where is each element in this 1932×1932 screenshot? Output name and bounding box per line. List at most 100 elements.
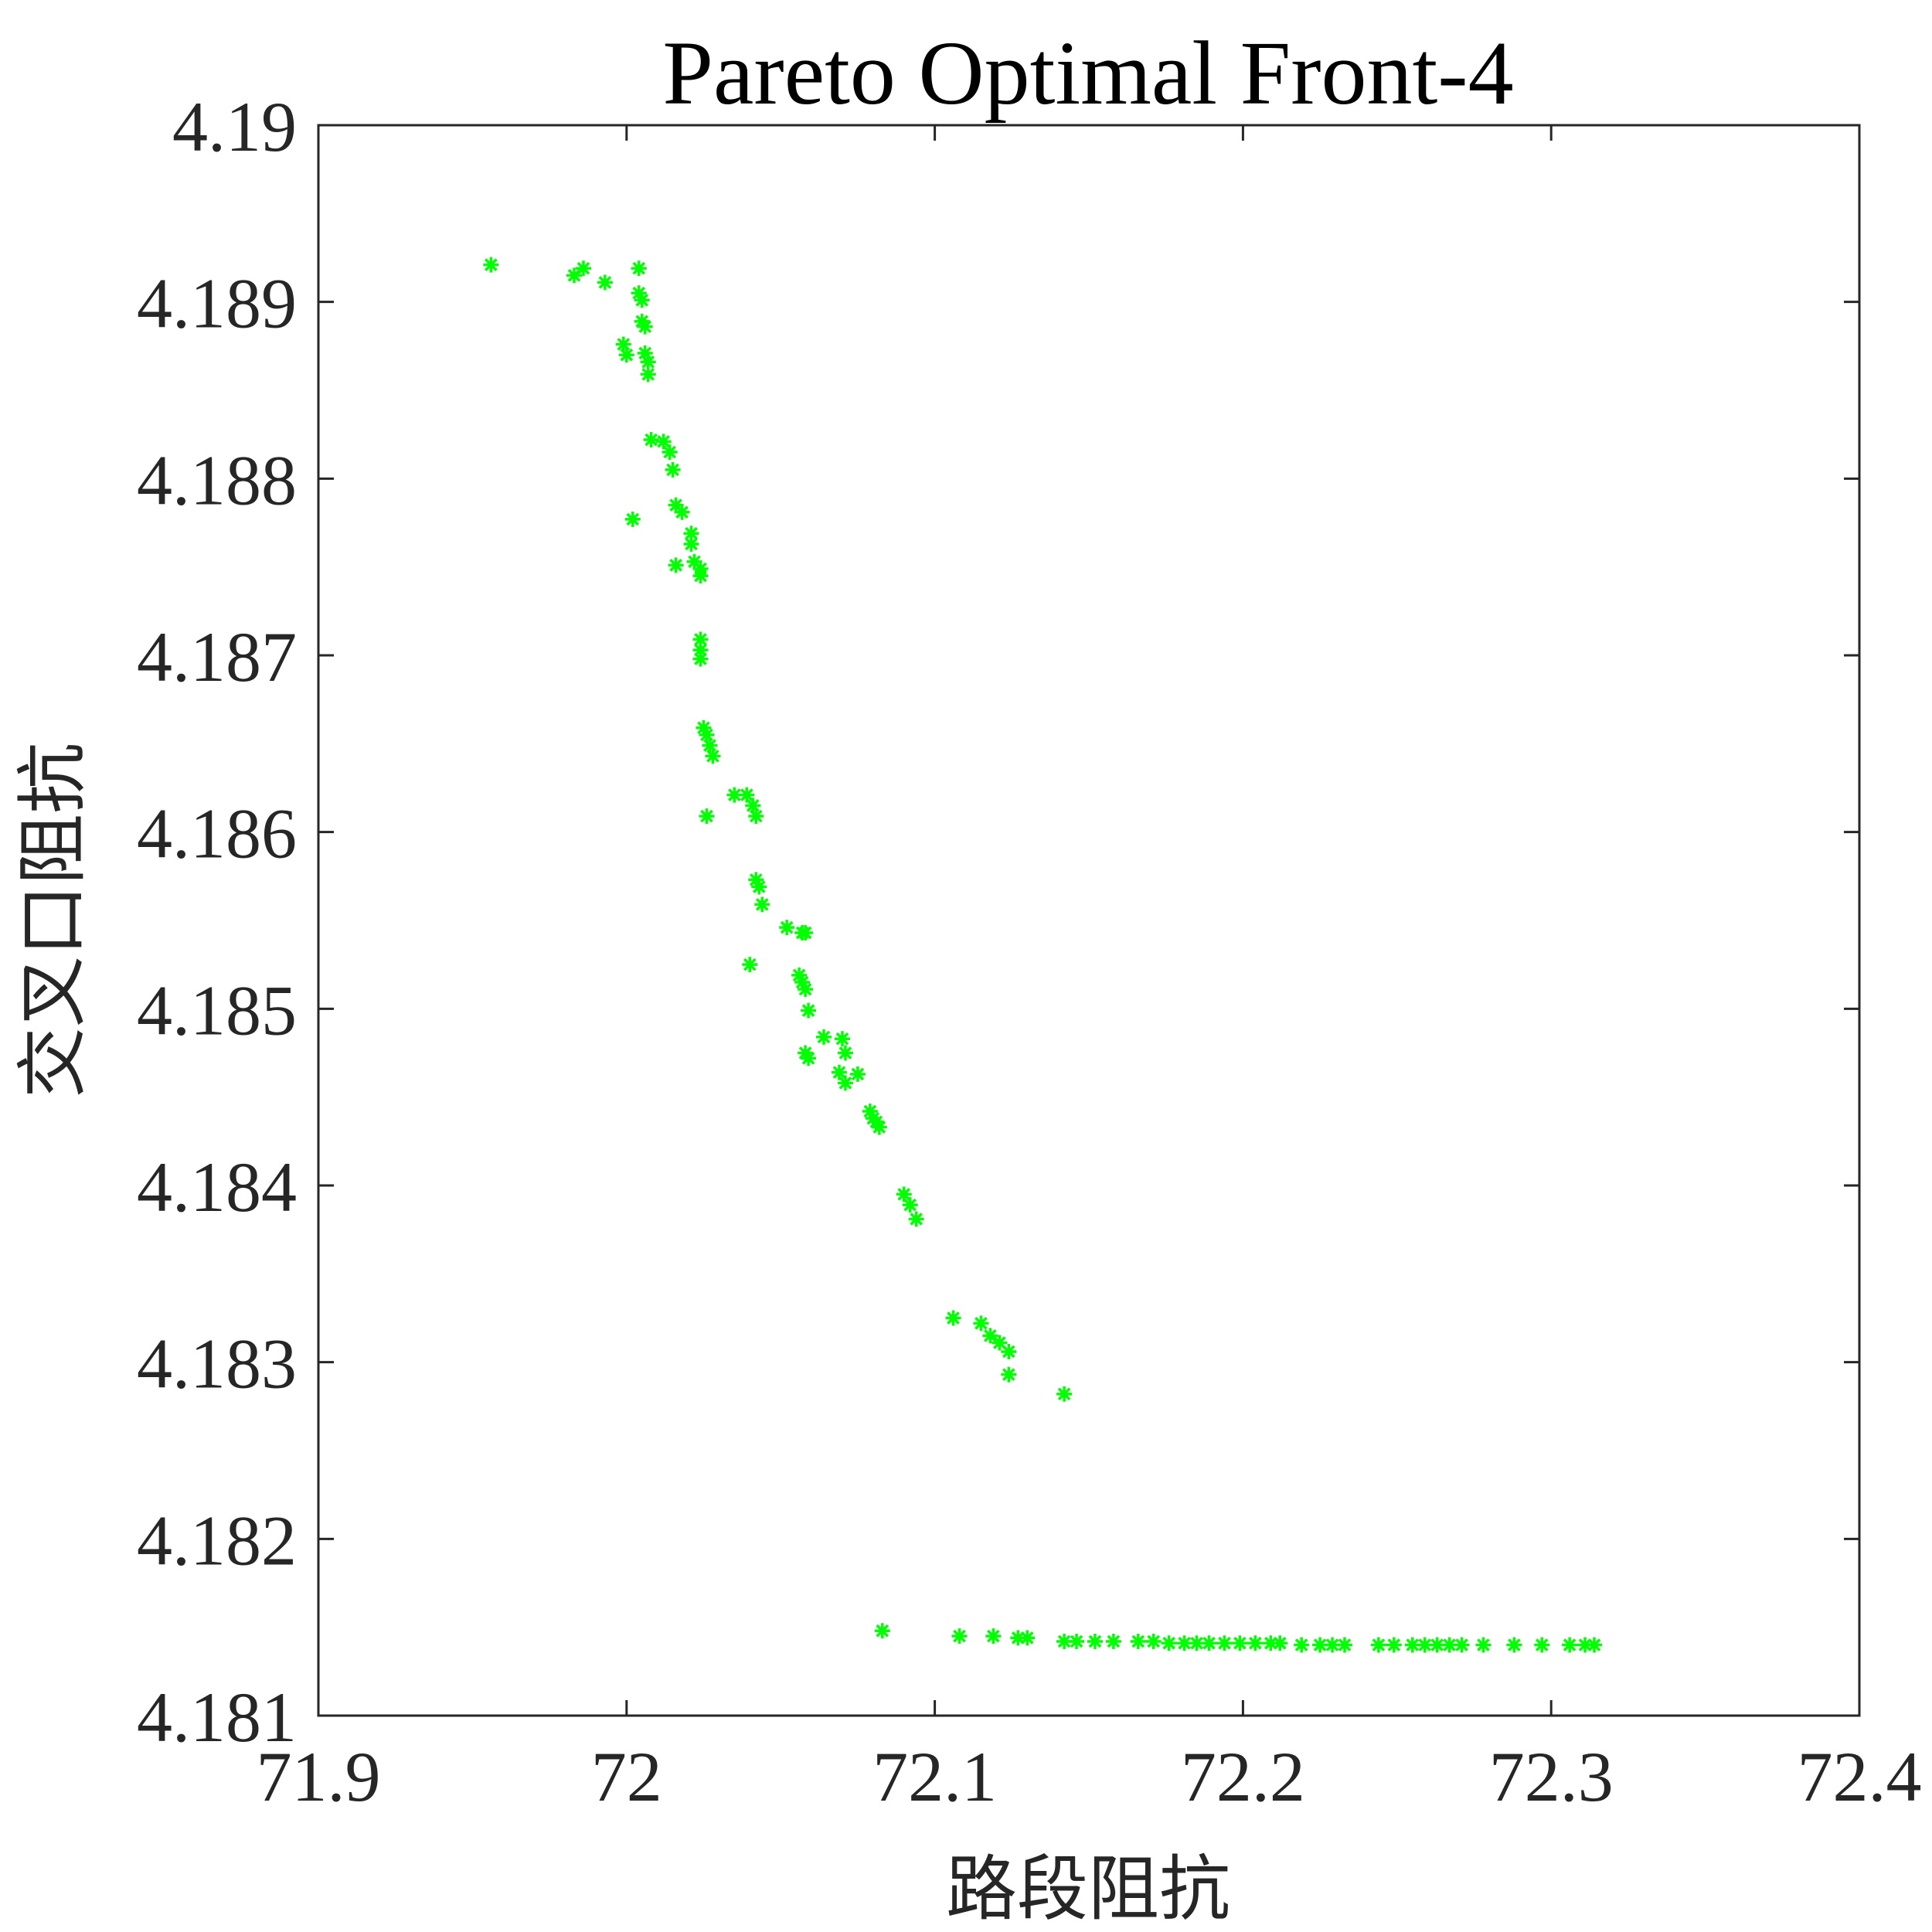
y-tick-label: 4.183 bbox=[137, 1325, 297, 1403]
data-point bbox=[831, 1064, 847, 1080]
data-point bbox=[1232, 1635, 1248, 1651]
chart-title: Pareto Optimal Front-4 bbox=[662, 22, 1513, 124]
data-point bbox=[748, 808, 764, 825]
data-point bbox=[798, 981, 814, 998]
data-point bbox=[726, 787, 743, 803]
data-point bbox=[902, 1197, 918, 1213]
data-point bbox=[1587, 1637, 1603, 1653]
data-point bbox=[631, 260, 647, 277]
data-point bbox=[816, 1029, 832, 1045]
y-tick-label: 4.185 bbox=[137, 971, 297, 1049]
data-point bbox=[1386, 1637, 1402, 1653]
data-point bbox=[692, 651, 709, 667]
x-tick-label: 72.2 bbox=[1181, 1737, 1305, 1816]
data-point bbox=[748, 872, 764, 888]
data-point bbox=[798, 925, 814, 941]
data-point bbox=[683, 536, 699, 552]
data-point bbox=[566, 267, 583, 284]
data-point bbox=[1534, 1637, 1550, 1653]
data-point bbox=[634, 292, 650, 308]
data-point bbox=[973, 1315, 989, 1332]
data-point bbox=[1216, 1635, 1233, 1651]
data-point bbox=[615, 336, 631, 352]
data-point bbox=[1247, 1635, 1264, 1651]
data-point bbox=[575, 260, 591, 277]
data-point bbox=[739, 787, 755, 803]
data-point bbox=[705, 748, 721, 764]
data-point bbox=[908, 1211, 924, 1227]
data-point bbox=[1087, 1633, 1103, 1649]
data-point bbox=[702, 737, 718, 753]
data-point bbox=[618, 347, 634, 363]
data-point bbox=[1417, 1637, 1433, 1653]
data-point bbox=[640, 366, 656, 383]
data-point bbox=[692, 568, 709, 584]
data-point bbox=[1056, 1386, 1073, 1402]
data-point bbox=[483, 257, 499, 273]
data-point bbox=[982, 1328, 998, 1344]
data-point bbox=[665, 461, 681, 478]
y-tick-label: 4.189 bbox=[137, 264, 297, 343]
data-point bbox=[1069, 1633, 1085, 1649]
data-point bbox=[751, 879, 767, 895]
x-axis-label: 路段阻抗 bbox=[946, 1848, 1230, 1930]
data-point bbox=[837, 1075, 853, 1091]
x-tick-label: 72.4 bbox=[1798, 1737, 1922, 1816]
data-point bbox=[699, 726, 715, 743]
data-point bbox=[655, 434, 672, 450]
x-tick-label: 72.1 bbox=[872, 1737, 997, 1816]
data-point bbox=[849, 1066, 866, 1082]
data-point bbox=[1019, 1630, 1036, 1646]
data-point bbox=[699, 808, 715, 825]
data-point bbox=[1272, 1635, 1288, 1651]
x-axis-ticks: 71.9 72 72.1 72.2 72.3 72.4 bbox=[257, 125, 1922, 1816]
x-tick-label: 71.9 bbox=[257, 1737, 381, 1816]
data-point bbox=[637, 318, 653, 335]
data-point bbox=[1562, 1637, 1578, 1653]
data-point bbox=[871, 1119, 887, 1135]
data-point bbox=[1001, 1366, 1017, 1383]
data-point bbox=[1161, 1635, 1177, 1651]
data-points bbox=[483, 257, 1603, 1653]
data-point bbox=[1454, 1637, 1470, 1653]
data-point bbox=[683, 526, 699, 542]
data-point bbox=[597, 274, 613, 291]
x-tick-label: 72 bbox=[591, 1737, 662, 1816]
y-tick-label: 4.182 bbox=[137, 1501, 297, 1580]
data-point bbox=[1105, 1633, 1121, 1649]
data-point bbox=[742, 957, 758, 973]
data-point bbox=[1370, 1637, 1386, 1653]
plot-area-frame bbox=[317, 124, 1861, 1717]
data-point bbox=[674, 504, 690, 520]
data-point bbox=[643, 432, 659, 448]
data-point bbox=[1263, 1635, 1279, 1651]
data-point bbox=[1475, 1637, 1492, 1653]
data-point bbox=[985, 1628, 1002, 1645]
data-point bbox=[1294, 1637, 1310, 1653]
data-point bbox=[1145, 1633, 1162, 1649]
y-tick-label: 4.184 bbox=[137, 1148, 297, 1226]
data-point bbox=[945, 1310, 961, 1326]
data-point bbox=[951, 1628, 968, 1645]
data-point bbox=[662, 444, 678, 461]
data-point bbox=[1506, 1637, 1522, 1653]
data-point bbox=[1337, 1637, 1353, 1653]
y-tick-label: 4.19 bbox=[172, 87, 297, 166]
data-point bbox=[874, 1623, 890, 1639]
data-point bbox=[1441, 1637, 1458, 1653]
data-point bbox=[801, 1002, 817, 1019]
y-tick-label: 4.181 bbox=[137, 1678, 297, 1757]
data-point bbox=[896, 1186, 912, 1202]
data-point bbox=[668, 557, 684, 573]
data-point bbox=[624, 511, 641, 527]
data-point bbox=[834, 1031, 850, 1047]
x-tick-label: 72.3 bbox=[1489, 1737, 1614, 1816]
y-axis-label: 交叉口阻抗 bbox=[12, 743, 94, 1098]
data-point bbox=[754, 896, 770, 913]
data-point bbox=[1130, 1633, 1146, 1649]
data-point bbox=[1201, 1635, 1217, 1651]
data-point bbox=[837, 1045, 853, 1061]
y-axis-ticks: 4.181 4.182 4.183 4.184 4.185 4.186 4.187 4.188… bbox=[137, 87, 1859, 1757]
y-tick-label: 4.188 bbox=[137, 440, 297, 519]
